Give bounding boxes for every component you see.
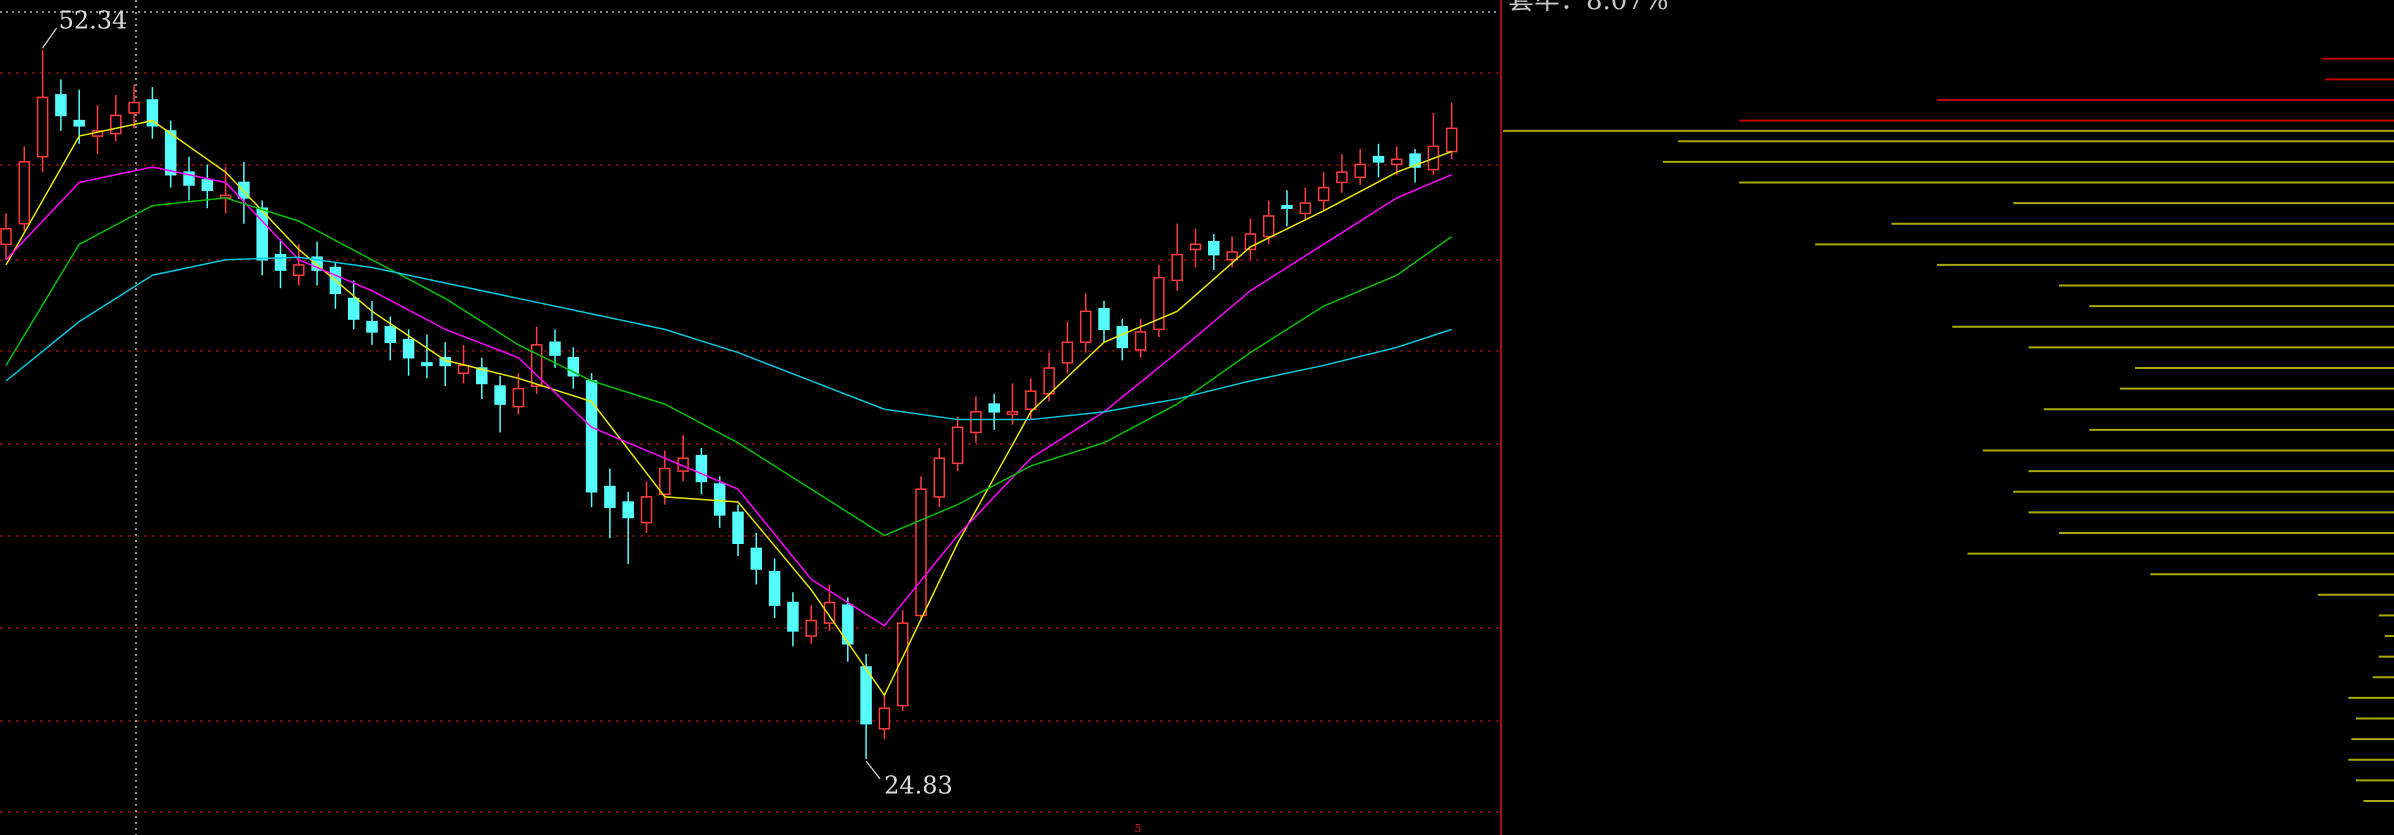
- candle-body: [1153, 277, 1165, 331]
- candle-body: [201, 179, 214, 191]
- low-label: 24.83: [884, 771, 953, 799]
- candle-body: [402, 338, 415, 359]
- candle-body: [183, 171, 195, 186]
- moving-average: [5, 119, 1452, 697]
- candle-body: [530, 344, 543, 387]
- candle-body: [1262, 215, 1275, 238]
- candle-body: [347, 297, 360, 320]
- candle-body: [1208, 240, 1220, 256]
- candle-body: [549, 341, 561, 356]
- candle-body: [1043, 367, 1055, 395]
- candle-body: [823, 601, 836, 624]
- high-arrow: [42, 27, 58, 49]
- candle-body: [238, 181, 250, 199]
- candle-body: [677, 457, 689, 472]
- candle-body: [750, 547, 763, 570]
- candle-body: [256, 207, 268, 261]
- candle-body: [732, 511, 744, 545]
- candle-body: [970, 411, 982, 434]
- candle-body: [659, 467, 671, 496]
- candle-body: [878, 707, 891, 730]
- candle-body: [384, 326, 397, 343]
- candle-body: [933, 457, 946, 498]
- candle-body: [860, 666, 872, 725]
- moving-average: [5, 166, 1452, 627]
- high-label: 52.34: [59, 6, 128, 34]
- candle-body: [988, 403, 1000, 413]
- candle-body: [1006, 411, 1019, 416]
- candle-body: [1226, 251, 1238, 261]
- candle-body: [1244, 233, 1257, 251]
- bottom-marker: 5: [1135, 822, 1142, 835]
- candle-body: [1061, 341, 1074, 364]
- candle-body: [787, 601, 799, 632]
- candle-body: [1281, 204, 1293, 209]
- candle-body: [18, 161, 31, 225]
- candle-body: [1391, 158, 1403, 166]
- candle-body: [622, 501, 634, 519]
- candle-body: [421, 362, 433, 367]
- candle-body: [1372, 155, 1385, 163]
- candle-body: [1098, 307, 1110, 331]
- candle-body: [1189, 243, 1202, 251]
- candle-body: [951, 426, 964, 465]
- candle-body: [1336, 171, 1348, 184]
- chip-label: 套牢：8.07%: [1508, 0, 1669, 16]
- candle-body: [915, 488, 927, 617]
- candle-body: [1409, 153, 1421, 168]
- candle-body: [1116, 326, 1129, 349]
- candle-body: [604, 485, 616, 508]
- candle-body: [1445, 127, 1458, 153]
- candle-body: [128, 101, 140, 114]
- candle-body: [1299, 202, 1312, 215]
- candle-body: [695, 454, 708, 483]
- candle-body: [1025, 390, 1037, 411]
- candle-body: [640, 496, 653, 524]
- candle-body: [110, 114, 122, 135]
- candle-body: [805, 619, 817, 637]
- candle-body: [713, 483, 726, 516]
- candle-body: [1354, 163, 1366, 179]
- candle-body: [293, 264, 305, 276]
- candle-body: [311, 256, 323, 271]
- candle-body: [1171, 253, 1183, 282]
- candle-body: [494, 385, 506, 405]
- candle-body: [896, 622, 909, 707]
- candle-body: [55, 94, 67, 117]
- candle-body: [1317, 186, 1330, 202]
- candle-body: [164, 130, 177, 176]
- candle-body: [366, 320, 378, 333]
- candle-body: [36, 96, 49, 158]
- candle-body: [768, 570, 781, 606]
- candle-body: [73, 119, 85, 127]
- low-arrow: [865, 760, 881, 780]
- candle-body: [1079, 310, 1092, 343]
- candle-body: [146, 99, 159, 127]
- candle-body: [512, 387, 525, 408]
- candle-body: [476, 367, 488, 385]
- candle-body: [567, 356, 580, 377]
- candle-body: [274, 253, 287, 271]
- candle-body: [457, 364, 470, 374]
- candle-body: [585, 380, 598, 493]
- candle-body: [1134, 331, 1147, 351]
- candle-body: [0, 228, 12, 246]
- grid: [0, 72, 1500, 813]
- moving-average: [5, 197, 1453, 537]
- moving-average: [5, 256, 1452, 421]
